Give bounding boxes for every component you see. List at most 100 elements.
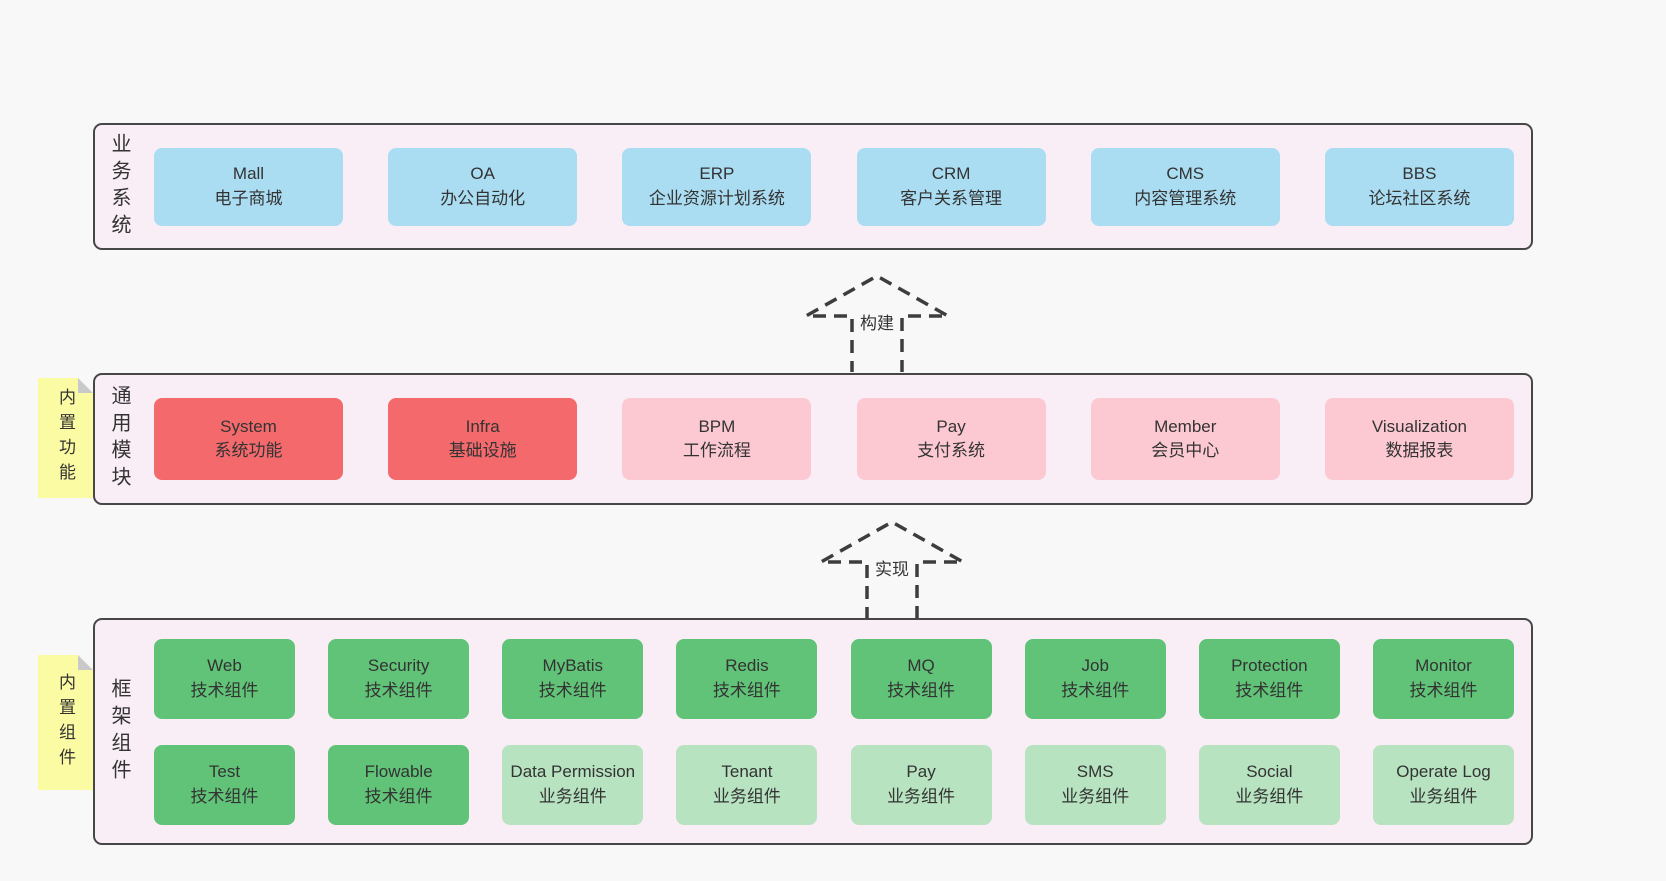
box-subtitle: 技术组件 xyxy=(190,680,259,700)
framework-components-layer: 框架组件 Web 技术组件 Security 技术组件 MyBatis 技术组件 Redis… xyxy=(93,618,1533,845)
box-subtitle: 技术组件 xyxy=(887,680,956,700)
box-title: BPM xyxy=(698,416,736,436)
business-layer-label-text: 业务系统 xyxy=(108,132,130,241)
build-arrow: 构建 xyxy=(802,272,952,372)
box-subtitle: 技术组件 xyxy=(1409,680,1478,700)
box-subtitle: 内容管理系统 xyxy=(1134,188,1237,208)
box-job: Job 技术组件 xyxy=(1024,638,1166,719)
box-title: Infra xyxy=(465,416,500,436)
box-subtitle: 支付系统 xyxy=(917,441,986,460)
box-title: Monitor xyxy=(1415,656,1472,676)
box-title: Redis xyxy=(725,656,769,676)
box-title: Test xyxy=(208,762,241,782)
box-mall: Mall 电子商城 xyxy=(154,147,343,226)
box-title: MyBatis xyxy=(542,656,604,676)
box-protection: Protection 技术组件 xyxy=(1198,638,1340,719)
box-title: MQ xyxy=(907,656,935,676)
box-subtitle: 业务组件 xyxy=(538,786,607,806)
business-layer-label: 业务系统 xyxy=(95,125,143,248)
box-title: BBS xyxy=(1402,164,1437,184)
box-subtitle: 论坛社区系统 xyxy=(1368,188,1471,208)
box-title: Social xyxy=(1246,762,1293,782)
box-erp: ERP 企业资源计划系统 xyxy=(622,147,812,226)
box-title: Member xyxy=(1154,416,1217,436)
box-subtitle: 技术组件 xyxy=(712,680,781,700)
modules-layer-label-text: 通用模块 xyxy=(108,385,130,493)
box-subtitle: 业务组件 xyxy=(712,786,781,806)
box-test: Test 技术组件 xyxy=(154,744,295,825)
box-member: Member 会员中心 xyxy=(1090,398,1280,480)
box-subtitle: 技术组件 xyxy=(1235,680,1304,700)
box-bpm: BPM 工作流程 xyxy=(622,398,812,480)
box-security: Security 技术组件 xyxy=(328,638,470,719)
box-web: Web 技术组件 xyxy=(154,638,295,719)
box-title: CMS xyxy=(1166,164,1205,184)
box-system: System 系统功能 xyxy=(154,398,343,480)
box-subtitle: 数据报表 xyxy=(1385,441,1454,460)
framework-components-grid: Web 技术组件 Security 技术组件 MyBatis 技术组件 Redis 技术组件 M… xyxy=(143,620,1531,843)
box-redis: Redis 技术组件 xyxy=(676,638,818,719)
box-social: Social 业务组件 xyxy=(1198,744,1340,825)
box-subtitle: 业务组件 xyxy=(1409,786,1478,806)
box-flowable: Flowable 技术组件 xyxy=(328,744,470,825)
box-title: Visualization xyxy=(1371,416,1467,436)
box-title: Flowable xyxy=(364,762,433,782)
sticky-note-builtin-components: 内置组件 xyxy=(38,655,93,790)
box-subtitle: 技术组件 xyxy=(538,680,607,700)
implement-arrow: 实现 xyxy=(817,518,967,618)
box-subtitle: 办公自动化 xyxy=(440,188,526,208)
components-row-2: Test 技术组件 Flowable 技术组件 Data Permission 业务组件 T… xyxy=(154,744,1514,825)
modules-layer-label: 通用模块 xyxy=(95,375,143,503)
box-oa: OA 办公自动化 xyxy=(388,147,578,226)
build-arrow-label: 构建 xyxy=(857,308,897,335)
box-infra: Infra 基础设施 xyxy=(388,398,578,480)
box-subtitle: 技术组件 xyxy=(364,680,433,700)
box-title: Tenant xyxy=(721,762,773,782)
box-subtitle: 客户关系管理 xyxy=(900,188,1003,208)
note-fold-icon xyxy=(78,378,93,393)
box-operate-log: Operate Log 业务组件 xyxy=(1372,744,1514,825)
box-title: ERP xyxy=(699,164,735,184)
box-subtitle: 基础设施 xyxy=(448,441,517,460)
box-subtitle: 业务组件 xyxy=(1061,786,1130,806)
box-title: Data Permission xyxy=(510,762,636,782)
box-subtitle: 企业资源计划系统 xyxy=(648,188,785,208)
business-systems-layer: 业务系统 Mall 电子商城 OA 办公自动化 ERP 企业资源计划系统 CRM 客户关系管理… xyxy=(93,123,1533,250)
box-data-permission: Data Permission 业务组件 xyxy=(502,744,644,825)
box-title: Mall xyxy=(232,164,265,184)
sticky-note-builtin-features: 内置功能 xyxy=(38,378,93,498)
box-pay: Pay 业务组件 xyxy=(850,744,992,825)
box-visualization: Visualization 数据报表 xyxy=(1324,398,1514,480)
box-subtitle: 业务组件 xyxy=(887,786,956,806)
sticky-note-builtin-components-text: 内置组件 xyxy=(56,672,75,773)
note-fold-icon xyxy=(78,655,93,670)
common-modules-layer: 通用模块 System 系统功能 Infra 基础设施 BPM 工作流程 Pay 支付系统 Me… xyxy=(93,373,1533,505)
box-subtitle: 技术组件 xyxy=(190,786,259,806)
box-title: Security xyxy=(367,656,430,676)
sticky-note-builtin-features-text: 内置功能 xyxy=(56,388,75,488)
box-title: System xyxy=(220,416,277,436)
box-sms: SMS 业务组件 xyxy=(1024,744,1166,825)
box-title: Protection xyxy=(1231,656,1308,676)
box-mybatis: MyBatis 技术组件 xyxy=(502,638,644,719)
box-title: Web xyxy=(207,656,242,676)
box-mq: MQ 技术组件 xyxy=(850,638,992,719)
box-bbs: BBS 论坛社区系统 xyxy=(1324,147,1514,226)
box-pay: Pay 支付系统 xyxy=(856,398,1046,480)
box-subtitle: 工作流程 xyxy=(682,441,751,460)
business-systems-boxes: Mall 电子商城 OA 办公自动化 ERP 企业资源计划系统 CRM 客户关系管理 CMS 内容… xyxy=(143,125,1531,248)
box-monitor: Monitor 技术组件 xyxy=(1372,638,1514,719)
box-subtitle: 业务组件 xyxy=(1235,786,1304,806)
box-crm: CRM 客户关系管理 xyxy=(856,147,1046,226)
box-title: CRM xyxy=(931,164,971,184)
box-title: Operate Log xyxy=(1396,762,1491,782)
components-row-1: Web 技术组件 Security 技术组件 MyBatis 技术组件 Redis 技术组件 M… xyxy=(154,638,1514,719)
box-subtitle: 技术组件 xyxy=(364,786,433,806)
box-title: SMS xyxy=(1076,762,1114,782)
common-modules-boxes: System 系统功能 Infra 基础设施 BPM 工作流程 Pay 支付系统 Member 会… xyxy=(143,375,1531,503)
box-subtitle: 电子商城 xyxy=(214,188,283,208)
box-subtitle: 技术组件 xyxy=(1061,680,1130,700)
box-title: OA xyxy=(470,164,495,184)
implement-arrow-label: 实现 xyxy=(872,554,912,581)
